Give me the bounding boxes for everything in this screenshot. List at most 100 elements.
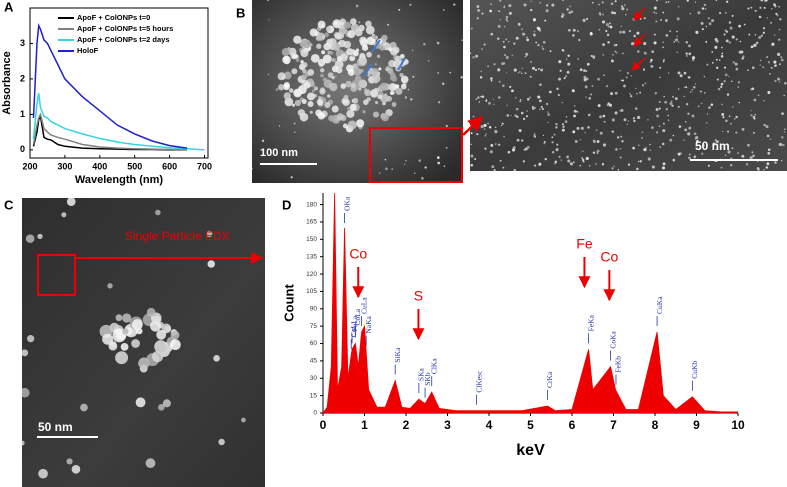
particle xyxy=(754,9,757,12)
particle xyxy=(671,104,674,108)
particle xyxy=(311,89,315,93)
particle xyxy=(759,59,762,62)
particle xyxy=(738,24,741,28)
particle xyxy=(131,339,140,348)
particle xyxy=(572,161,575,164)
particle xyxy=(665,34,669,37)
particle xyxy=(612,54,614,56)
particle xyxy=(779,18,782,21)
particle xyxy=(162,399,171,408)
particle xyxy=(622,52,624,55)
particle xyxy=(585,70,588,72)
particle xyxy=(578,38,581,42)
particle xyxy=(774,161,777,164)
particle xyxy=(361,44,369,51)
particle xyxy=(756,167,760,170)
particle xyxy=(533,30,536,33)
particle xyxy=(218,438,225,446)
particle xyxy=(532,18,537,22)
particle xyxy=(565,58,568,60)
particle xyxy=(484,135,487,137)
panel-label: A xyxy=(4,0,14,14)
particle xyxy=(505,18,508,21)
particle xyxy=(588,97,591,100)
particle xyxy=(779,63,781,66)
particle xyxy=(758,36,762,39)
particle xyxy=(783,131,786,133)
particle xyxy=(643,68,646,71)
particle xyxy=(309,81,316,88)
particle xyxy=(641,84,645,87)
particle xyxy=(643,51,647,55)
particle xyxy=(597,104,601,108)
particle xyxy=(445,146,448,149)
particle xyxy=(436,156,440,159)
particle xyxy=(653,11,656,14)
particle xyxy=(711,51,714,53)
particle xyxy=(291,68,298,75)
particle xyxy=(693,85,696,89)
particle xyxy=(667,119,670,121)
particle xyxy=(728,115,731,118)
particle xyxy=(443,165,446,168)
particle xyxy=(558,60,562,64)
particle xyxy=(336,56,343,62)
particle xyxy=(723,80,726,83)
particle xyxy=(438,101,441,104)
particle xyxy=(750,109,752,112)
particle xyxy=(750,45,754,49)
peak-label: CuKa xyxy=(655,296,664,314)
particle xyxy=(630,42,635,46)
line-series xyxy=(32,112,188,151)
particle xyxy=(636,115,641,120)
particle xyxy=(579,139,581,141)
particle xyxy=(158,404,165,411)
particle xyxy=(665,107,668,111)
x-tick-label: 600 xyxy=(162,161,177,171)
particle xyxy=(685,52,688,55)
particle xyxy=(526,145,530,149)
particle xyxy=(107,283,113,289)
particle xyxy=(693,132,697,136)
particle xyxy=(470,154,474,158)
particle xyxy=(356,119,365,128)
particle xyxy=(544,19,547,22)
particle xyxy=(688,153,691,156)
particle xyxy=(503,45,506,49)
particle xyxy=(358,79,368,88)
particle xyxy=(731,14,734,17)
particle xyxy=(108,341,118,351)
particle xyxy=(485,98,488,101)
particle xyxy=(120,343,129,351)
particle xyxy=(613,11,617,15)
particle xyxy=(337,67,342,72)
particle xyxy=(707,17,710,20)
particle xyxy=(539,1,542,4)
particle xyxy=(491,165,495,169)
particle xyxy=(521,67,523,70)
particle xyxy=(700,102,703,105)
particle xyxy=(507,150,511,154)
particle xyxy=(513,168,517,171)
particle xyxy=(449,71,452,74)
particle xyxy=(751,66,755,70)
particle xyxy=(472,115,475,118)
particle xyxy=(533,134,536,138)
particle xyxy=(716,78,719,81)
particle xyxy=(596,152,599,155)
particle xyxy=(497,68,501,72)
particle xyxy=(573,114,576,118)
particle xyxy=(599,115,603,119)
particle xyxy=(318,96,322,100)
particle xyxy=(632,117,636,120)
particle xyxy=(619,70,621,72)
particle xyxy=(778,38,781,41)
particle xyxy=(374,63,377,66)
particle xyxy=(566,70,570,74)
particle xyxy=(777,52,781,56)
particle xyxy=(774,79,777,83)
particle xyxy=(610,2,614,6)
particle xyxy=(688,52,692,56)
particle xyxy=(775,12,778,15)
particle xyxy=(576,126,580,130)
